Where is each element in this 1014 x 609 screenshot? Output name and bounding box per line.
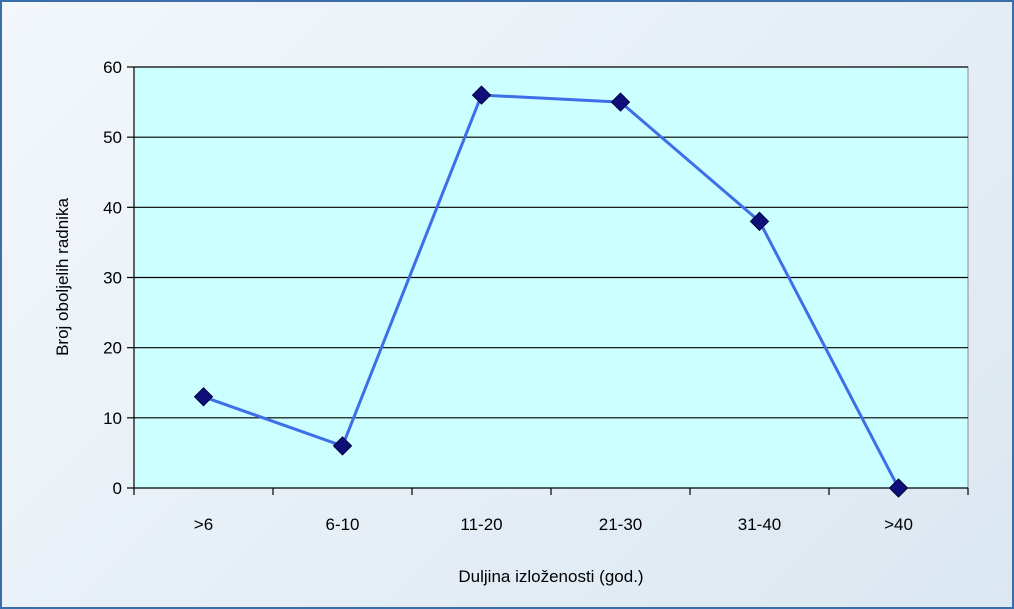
- data-point-marker: [193, 387, 214, 407]
- x-tick-label: 21-30: [599, 515, 642, 534]
- y-tick-label: 50: [103, 128, 122, 147]
- y-tick-label: 60: [103, 58, 122, 77]
- series-line: [203, 93, 900, 489]
- x-tick-label: 31-40: [738, 515, 781, 534]
- gridlines: [134, 66, 968, 419]
- x-tick-label: 11-20: [460, 515, 502, 534]
- x-tick-label: 6-10: [325, 515, 359, 534]
- data-point-marker: [471, 85, 492, 105]
- x-tick-label: >40: [884, 515, 913, 534]
- data-point-marker: [332, 436, 353, 456]
- y-tick-label: 0: [113, 479, 122, 498]
- data-point-marker: [610, 92, 631, 112]
- data-point-marker: [749, 211, 770, 232]
- x-axis-title: Duljina izloženosti (god.): [458, 567, 643, 586]
- x-tick-labels: >6 6-10 11-20 21-30 31-40 >40: [194, 515, 913, 534]
- y-tick-labels: 0 10 20 30 40 50 60: [103, 58, 122, 498]
- axes: [127, 66, 969, 495]
- y-tick-label: 30: [103, 269, 122, 288]
- series-layer: [193, 85, 909, 498]
- y-tick-label: 10: [103, 409, 122, 428]
- y-tick-label: 40: [103, 198, 122, 217]
- y-axis-title: Broj oboljelih radnika: [53, 198, 72, 356]
- x-tick-label: >6: [194, 515, 213, 534]
- data-point-marker: [888, 478, 909, 498]
- y-tick-label: 20: [103, 339, 122, 358]
